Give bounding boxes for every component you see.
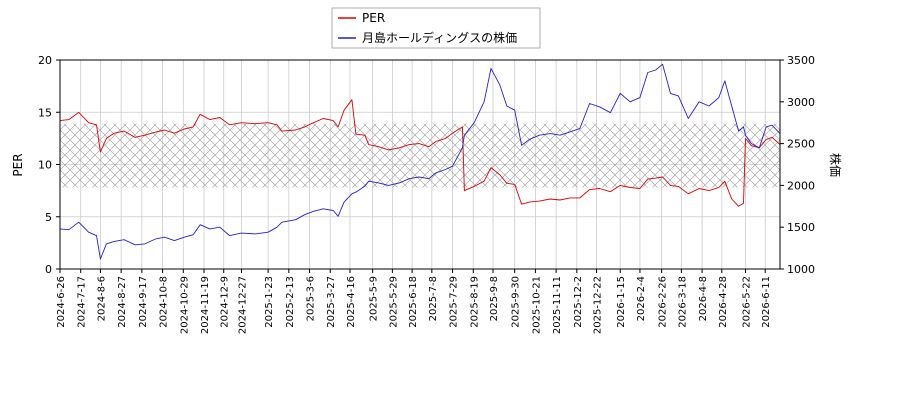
x-tick-label: 2025-5-29 — [388, 276, 399, 328]
legend-label-per: PER — [362, 11, 385, 25]
x-tick-label: 2024-12-9 — [220, 276, 231, 328]
right-tick-label: 1000 — [787, 263, 815, 276]
left-tick-label: 20 — [38, 54, 52, 67]
left-tick-label: 10 — [38, 159, 52, 172]
x-tick-label: 2024-8-6 — [96, 276, 107, 321]
x-tick-label: 2025-5-9 — [369, 276, 380, 321]
x-tick-label: 2024-10-29 — [179, 276, 190, 334]
left-axis-label: PER — [11, 153, 25, 176]
x-tick-label: 2025-8-19 — [469, 276, 480, 328]
x-tick-label: 2025-12-2 — [573, 276, 584, 328]
left-tick-label: 15 — [38, 106, 52, 119]
x-tick-label: 2025-11-11 — [552, 276, 563, 334]
x-tick-label: 2026-6-11 — [761, 276, 772, 328]
right-tick-label: 1500 — [787, 221, 815, 234]
legend: PER 月島ホールディングスの株価 — [331, 7, 541, 49]
series-layer — [60, 63, 780, 260]
price-series-line — [60, 63, 780, 260]
right-y-axis: 1000 1500 2000 2500 3000 3500 — [780, 54, 815, 276]
x-tick-label: 2025-3-6 — [306, 276, 317, 321]
x-axis: 2024-6-26 2024-7-17 2024-8-6 2024-8-27 2024-… — [56, 269, 772, 334]
x-tick-label: 2025-3-27 — [326, 276, 337, 328]
right-tick-label: 2000 — [787, 179, 815, 192]
x-tick-label: 2025-9-30 — [511, 276, 522, 328]
x-tick-label: 2026-5-22 — [741, 276, 752, 328]
per-series-line — [60, 99, 780, 207]
x-tick-label: 2024-9-17 — [138, 276, 149, 328]
x-tick-label: 2026-2-26 — [658, 276, 669, 328]
right-tick-label: 3500 — [787, 54, 815, 67]
x-tick-label: 2025-6-18 — [408, 276, 419, 328]
right-tick-label: 2500 — [787, 138, 815, 151]
left-tick-label: 0 — [45, 263, 52, 276]
right-axis-label: 株価 — [828, 153, 843, 177]
x-tick-label: 2025-2-13 — [285, 276, 296, 328]
x-tick-label: 2025-7-29 — [449, 276, 460, 328]
x-tick-label: 2024-7-17 — [77, 276, 88, 328]
x-tick-label: 2024-11-19 — [200, 276, 211, 334]
x-tick-label: 2025-4-16 — [346, 276, 357, 328]
x-tick-label: 2024-12-27 — [237, 276, 248, 334]
x-tick-label: 2026-4-8 — [698, 276, 709, 321]
left-tick-label: 5 — [45, 211, 52, 224]
right-tick-label: 3000 — [787, 96, 815, 109]
x-tick-label: 2024-10-8 — [159, 276, 170, 328]
x-tick-label: 2026-2-4 — [636, 276, 647, 321]
x-tick-label: 2025-10-21 — [531, 276, 542, 334]
legend-box — [331, 7, 541, 49]
x-tick-label: 2026-3-18 — [677, 276, 688, 328]
x-tick-label: 2025-9-8 — [489, 276, 500, 321]
x-tick-label: 2025-7-8 — [428, 276, 439, 321]
x-tick-label: 2026-4-28 — [718, 276, 729, 328]
x-tick-label: 2026-1-15 — [616, 276, 627, 328]
x-tick-label: 2025-1-23 — [264, 276, 275, 328]
x-tick-label: 2025-12-22 — [593, 276, 604, 334]
x-tick-label: 2024-8-27 — [117, 276, 128, 328]
range-band — [60, 123, 780, 188]
legend-label-price: 月島ホールディングスの株価 — [362, 30, 517, 45]
left-y-axis: 0 5 10 15 20 — [38, 54, 60, 276]
x-tick-label: 2024-6-26 — [56, 276, 67, 328]
